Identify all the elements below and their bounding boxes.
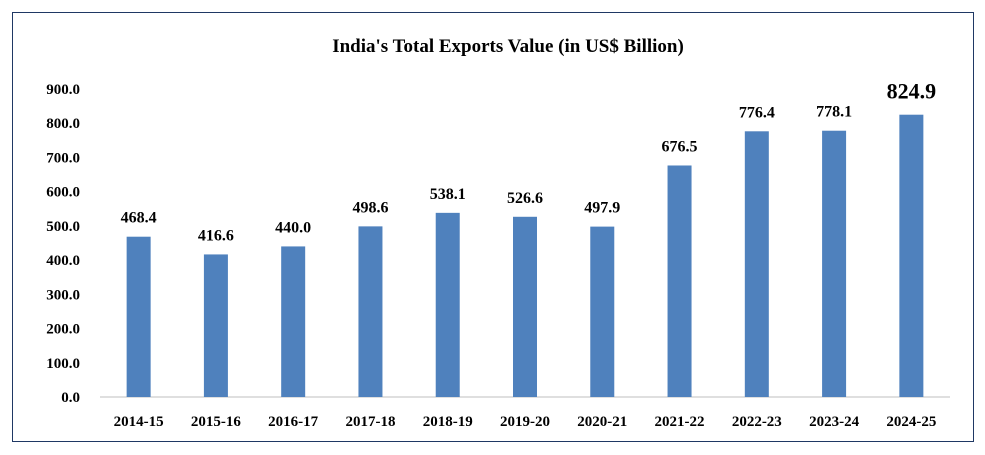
y-axis-ticks: 0.0 100.0 200.0 300.0 400.0 500.0 600.0 700.0 80… <box>46 82 80 406</box>
bar <box>358 226 383 397</box>
y-tick-label: 900.0 <box>46 82 80 98</box>
x-tick-label: 2021-22 <box>655 414 705 430</box>
data-label: 498.6 <box>352 199 388 216</box>
y-tick-label: 200.0 <box>46 322 80 338</box>
y-tick-label: 0.0 <box>61 390 80 406</box>
x-tick-label: 2014-15 <box>114 414 164 430</box>
data-label: 538.1 <box>430 186 466 203</box>
y-tick-label: 700.0 <box>46 150 80 166</box>
data-label: 440.0 <box>275 219 311 236</box>
data-label: 676.5 <box>662 138 698 155</box>
bar <box>822 130 847 397</box>
x-tick-label: 2024-25 <box>886 414 936 430</box>
bar <box>281 246 306 397</box>
data-label: 824.9 <box>887 79 937 104</box>
x-tick-label: 2020-21 <box>577 414 627 430</box>
data-label: 778.1 <box>816 104 852 121</box>
data-label: 416.6 <box>198 227 234 244</box>
bar <box>590 226 615 397</box>
bar <box>126 236 151 397</box>
y-tick-label: 500.0 <box>46 219 80 235</box>
data-labels: 468.4 416.6 440.0 498.6 538.1 526.6 497.9 676.5… <box>121 79 936 245</box>
y-tick-label: 600.0 <box>46 185 80 201</box>
data-label: 468.4 <box>121 210 157 227</box>
bar <box>435 212 460 397</box>
bar <box>203 254 228 397</box>
y-tick-label: 800.0 <box>46 116 80 132</box>
bars <box>126 114 924 398</box>
x-tick-label: 2017-18 <box>345 414 395 430</box>
x-tick-label: 2018-19 <box>423 414 473 430</box>
y-tick-label: 100.0 <box>46 356 80 372</box>
data-label: 526.6 <box>507 190 543 207</box>
chart-title: India's Total Exports Value (in US$ Bill… <box>332 36 684 57</box>
bar <box>667 165 692 397</box>
data-label: 497.9 <box>584 200 620 217</box>
y-tick-label: 300.0 <box>46 287 80 303</box>
x-tick-label: 2023-24 <box>809 414 859 430</box>
x-tick-label: 2016-17 <box>268 414 318 430</box>
x-tick-label: 2015-16 <box>191 414 241 430</box>
bar <box>744 131 769 398</box>
chart-frame <box>12 12 974 442</box>
y-tick-label: 400.0 <box>46 253 80 269</box>
bar <box>513 216 537 397</box>
x-axis-ticks: 2014-15 2015-16 2016-17 2017-18 2018-19 2019-… <box>114 414 937 430</box>
x-tick-label: 2019-20 <box>500 414 550 430</box>
x-tick-label: 2022-23 <box>732 414 782 430</box>
bar <box>899 114 924 397</box>
data-label: 776.4 <box>739 104 775 121</box>
